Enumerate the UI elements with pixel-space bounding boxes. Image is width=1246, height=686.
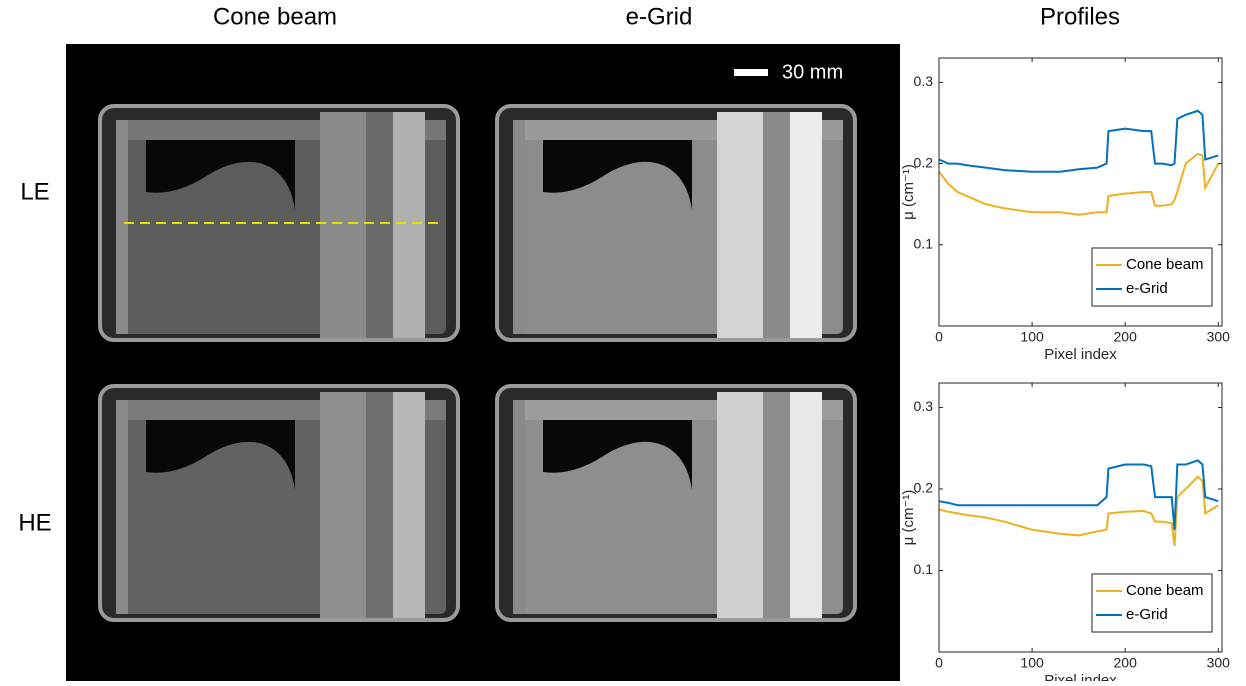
column-title: e-Grid — [626, 3, 693, 30]
x-tick-label: 300 — [1207, 655, 1231, 671]
x-tick-label: 100 — [1020, 329, 1044, 345]
page: Cone beam e-Grid Profiles LE HE 30 mm 0 1… — [0, 0, 1246, 681]
x-tick-label: 300 — [1207, 329, 1231, 345]
scale-bar-label: 30 mm — [782, 61, 843, 83]
y-tick-label: 0.1 — [914, 235, 934, 251]
x-axis-label: Pixel index — [1044, 672, 1117, 681]
y-axis-label: μ (cm⁻¹) — [900, 164, 917, 220]
x-tick-label: 0 — [935, 655, 943, 671]
x-axis-label: Pixel index — [1044, 346, 1117, 363]
ct-image — [497, 386, 855, 620]
figure: Cone beam e-Grid Profiles LE HE 30 mm 0 1… — [0, 0, 1246, 681]
row-label: HE — [18, 509, 51, 536]
ct-image — [100, 386, 458, 620]
y-tick-label: 0.1 — [914, 561, 934, 577]
scale-bar — [734, 69, 768, 76]
legend-label: Cone beam — [1126, 256, 1204, 273]
y-tick-label: 0.3 — [914, 73, 934, 89]
y-tick-label: 0.3 — [914, 398, 934, 414]
legend-label: e-Grid — [1126, 280, 1168, 297]
column-title: Cone beam — [213, 3, 337, 30]
x-tick-label: 200 — [1114, 655, 1138, 671]
x-tick-label: 200 — [1114, 329, 1138, 345]
row-label: LE — [20, 178, 49, 205]
y-axis-label: μ (cm⁻¹) — [900, 490, 917, 546]
x-tick-label: 0 — [935, 329, 943, 345]
ct-image — [497, 106, 855, 340]
column-title: Profiles — [1040, 3, 1120, 30]
legend-label: Cone beam — [1126, 582, 1204, 599]
legend-label: e-Grid — [1126, 606, 1168, 623]
x-tick-label: 100 — [1020, 655, 1044, 671]
